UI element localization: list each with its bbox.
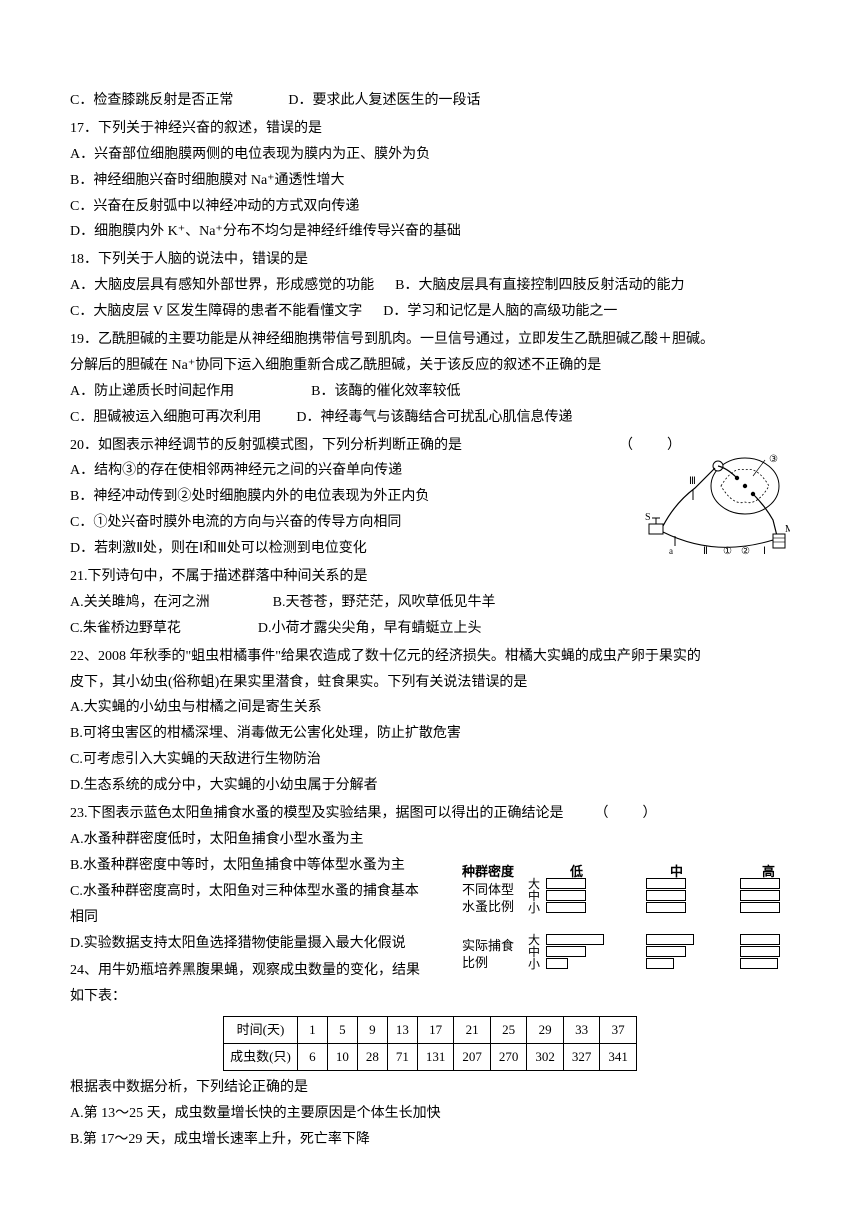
svg-text:③: ③ xyxy=(769,454,778,465)
q22-stem2: 皮下，其小幼虫(俗称蛆)在果实里潜食，蛀食果实。下列有关说法错误的是 xyxy=(70,670,790,696)
table-row-counts: 成虫数(只) 6 10 28 71 131 207 270 302 327 34… xyxy=(224,1044,637,1071)
q23-A: A.水蚤种群密度低时，太阳鱼捕食小型水蚤为主 xyxy=(70,827,790,853)
table-hdr-days: 时间(天) xyxy=(224,1017,298,1044)
q24-tail: 根据表中数据分析，下列结论正确的是 xyxy=(70,1075,790,1101)
q21-B: B.天苍苍，野茫茫，风吹草低见牛羊 xyxy=(273,595,496,610)
table-hdr-counts: 成虫数(只) xyxy=(224,1044,298,1071)
q19-C: C．胆碱被运入细胞可再次利用 xyxy=(70,410,261,425)
q19-stem2: 分解后的胆碱在 Na⁺协同下运入细胞重新合成乙酰胆碱，关于该反应的叙述不正确的是 xyxy=(70,353,790,379)
q18-stem: 18．下列关于人脑的说法中，错误的是 xyxy=(70,247,790,273)
q17-C: C．兴奋在反射弧中以神经冲动的方式双向传递 xyxy=(70,194,790,220)
q21-D: D.小荷才露尖尖角，早有蜻蜓立上头 xyxy=(258,621,482,636)
svg-text:②: ② xyxy=(741,546,750,557)
q17-B: B．神经细胞兴奋时细胞膜对 Na⁺通透性增大 xyxy=(70,168,790,194)
q24-B: B.第 17～29 天，成虫增长速率上升，死亡率下降 xyxy=(70,1127,790,1153)
q18-C: C．大脑皮层 V 区发生障碍的患者不能看懂文字 xyxy=(70,304,362,319)
q17-stem: 17．下列关于神经兴奋的叙述，错误的是 xyxy=(70,116,790,142)
q19-A: A．防止递质长时间起作用 xyxy=(70,384,234,399)
q22-C: C.可考虑引入大实蝇的天敌进行生物防治 xyxy=(70,747,790,773)
q20-stem: 20．如图表示神经调节的反射弧模式图，下列分析判断正确的是 xyxy=(70,438,462,453)
q19-D: D．神经毒气与该酶结合可扰乱心肌信息传递 xyxy=(296,410,572,425)
q24-A: A.第 13～25 天，成虫数量增长快的主要原因是个体生长加快 xyxy=(70,1101,790,1127)
q19-stem1: 19．乙酰胆碱的主要功能是从神经细胞携带信号到肌肉。一旦信号通过，立即发生乙酰胆… xyxy=(70,327,790,353)
q24-table: 时间(天) 1 5 9 13 17 21 25 29 33 37 成虫数(只) … xyxy=(223,1016,637,1071)
q19-B: B．该酶的催化效率较低 xyxy=(311,384,460,399)
q23-stemline: 23.下图表示蓝色太阳鱼捕食水蚤的模型及实验结果，据图可以得出的正确结论是 （ … xyxy=(70,801,790,827)
q18-B: B．大脑皮层具有直接控制四肢反射活动的能力 xyxy=(395,278,684,293)
row2-label: 实际捕食比例 xyxy=(462,938,522,972)
svg-text:Ⅰ: Ⅰ xyxy=(763,546,766,557)
q23-paren: （ ） xyxy=(595,806,659,821)
q21-AB: A.关关雎鸠，在河之洲 B.天苍苍，野茫茫，风吹草低见牛羊 xyxy=(70,590,790,616)
q22-B: B.可将虫害区的柑橘深埋、消毒做无公害化处理，防止扩散危害 xyxy=(70,721,790,747)
svg-text:①: ① xyxy=(723,546,732,557)
q18-A: A．大脑皮层具有感知外部世界，形成感觉的功能 xyxy=(70,278,374,293)
svg-text:S: S xyxy=(645,512,651,523)
svg-text:Ⅱ: Ⅱ xyxy=(703,546,708,557)
density-hdr: 种群密度 xyxy=(462,860,514,884)
q21-stem: 21.下列诗句中，不属于描述群落中种间关系的是 xyxy=(70,564,790,590)
q17-D: D．细胞膜内外 K⁺、Na⁺分布不均匀是神经纤维传导兴奋的基础 xyxy=(70,219,790,245)
q16-D: D．要求此人复述医生的一段话 xyxy=(288,93,480,108)
q16-C: C．检查膝跳反射是否正常 xyxy=(70,93,233,108)
q22-D: D.生态系统的成分中，大实蝇的小幼虫属于分解者 xyxy=(70,773,790,799)
q18-AB: A．大脑皮层具有感知外部世界，形成感觉的功能 B．大脑皮层具有直接控制四肢反射活… xyxy=(70,273,790,299)
svg-text:a: a xyxy=(669,546,673,556)
q22-stem1: 22、2008 年秋季的"蛆虫柑橘事件"给果农造成了数十亿元的经济损失。柑橘大实… xyxy=(70,644,790,670)
q16-options: C．检查膝跳反射是否正常 D．要求此人复述医生的一段话 xyxy=(70,88,790,114)
svg-text:M: M xyxy=(785,524,790,535)
q22-A: A.大实蝇的小幼虫与柑橘之间是寄生关系 xyxy=(70,695,790,721)
row1-label: 不同体型水蚤比例 xyxy=(462,882,522,916)
q21-CD: C.朱雀桥边野草花 D.小荷才露尖尖角，早有蜻蜓立上头 xyxy=(70,616,790,642)
q19-CD: C．胆碱被运入细胞可再次利用 D．神经毒气与该酶结合可扰乱心肌信息传递 xyxy=(70,405,790,431)
q17-A: A．兴奋部位细胞膜两侧的电位表现为膜内为正、膜外为负 xyxy=(70,142,790,168)
q23-stem: 23.下图表示蓝色太阳鱼捕食水蚤的模型及实验结果，据图可以得出的正确结论是 xyxy=(70,806,564,821)
q21-C: C.朱雀桥边野草花 xyxy=(70,621,181,636)
q18-D: D．学习和记忆是人脑的高级功能之一 xyxy=(383,304,617,319)
q23-figure: 种群密度 低 中 高 不同体型水蚤比例 实际捕食比例 大 中 小 大 中 小 xyxy=(462,860,812,990)
q18-CD: C．大脑皮层 V 区发生障碍的患者不能看懂文字 D．学习和记忆是人脑的高级功能之… xyxy=(70,299,790,325)
q20-figure: S M a ③ ② Ⅰ ① Ⅱ Ⅲ xyxy=(645,448,790,558)
table-row-days: 时间(天) 1 5 9 13 17 21 25 29 33 37 xyxy=(224,1017,637,1044)
svg-text:Ⅲ: Ⅲ xyxy=(689,476,696,487)
q21-A: A.关关雎鸠，在河之洲 xyxy=(70,595,210,610)
q19-AB: A．防止递质长时间起作用 B．该酶的催化效率较低 xyxy=(70,379,790,405)
